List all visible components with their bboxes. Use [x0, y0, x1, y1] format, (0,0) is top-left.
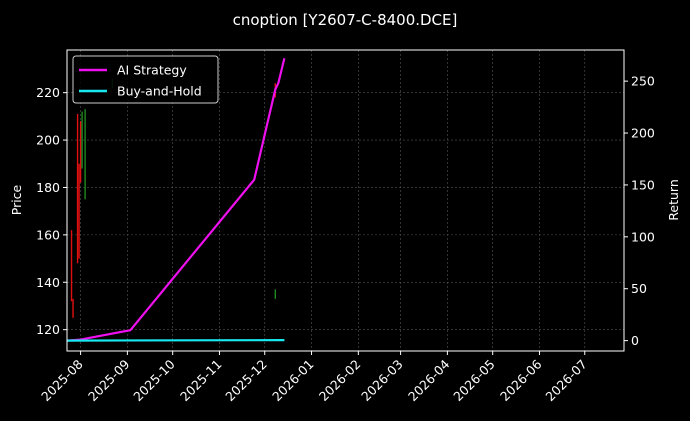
y-tick-label: 160 [36, 227, 60, 242]
series-line [66, 339, 285, 342]
price-bars [70, 78, 277, 318]
y-tick-label: 140 [36, 275, 60, 290]
y2-tick-label: 250 [631, 74, 655, 89]
y-tick-label: 200 [36, 133, 60, 148]
y2-tick-label: 0 [631, 333, 639, 348]
return-series [66, 58, 286, 342]
y-axis-label: Price [9, 184, 24, 215]
y-tick-label: 180 [36, 180, 60, 195]
legend-box [72, 55, 219, 104]
y2-axis-label: Return [666, 179, 681, 220]
y2-tick-label: 150 [631, 177, 655, 192]
chart-title: cnoption [Y2607-C-8400.DCE] [233, 11, 458, 29]
legend-entry: AI Strategy [117, 63, 187, 78]
legend-entry: Buy-and-Hold [117, 84, 202, 99]
y2-tick-label: 200 [631, 126, 655, 141]
plot-frame [66, 49, 625, 352]
y2-tick-label: 100 [631, 229, 655, 244]
legend: AI Strategy Buy-and-Hold [72, 55, 219, 104]
y-tick-label: 220 [36, 85, 60, 100]
y2-tick-label: 50 [631, 281, 647, 296]
y-tick-label: 120 [36, 322, 60, 337]
